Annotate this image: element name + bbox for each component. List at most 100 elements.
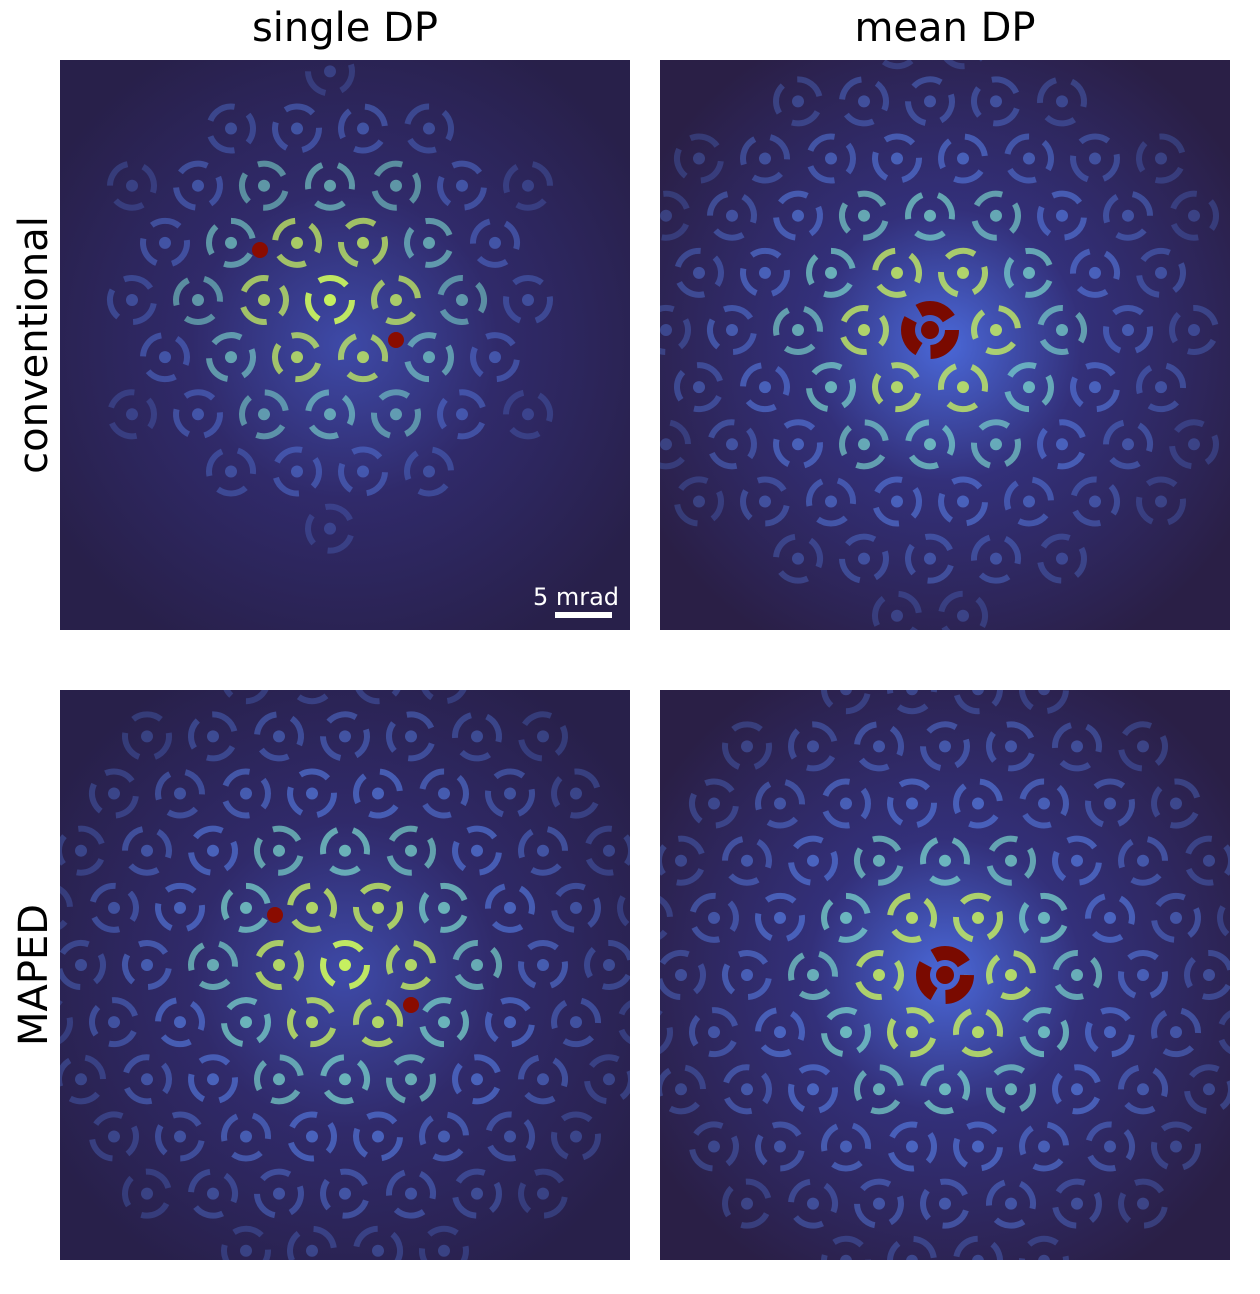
spot (1071, 854, 1083, 867)
spot (1137, 1083, 1149, 1096)
spot (873, 854, 885, 867)
spot (108, 1016, 120, 1029)
spot (675, 1083, 687, 1096)
ring (173, 160, 223, 211)
ring (221, 768, 271, 819)
spot (1170, 911, 1182, 924)
ring (689, 1121, 739, 1172)
scale-bar: 5 mrad (533, 583, 619, 618)
ring (60, 825, 106, 876)
spot (258, 408, 270, 421)
ring (419, 997, 469, 1048)
ring (254, 825, 304, 876)
spot (471, 1187, 483, 1200)
spot (423, 122, 435, 135)
spot (423, 351, 435, 364)
spot (642, 912, 654, 924)
ring (854, 835, 904, 886)
spot (324, 294, 336, 306)
spot (339, 1187, 351, 1200)
spot (840, 911, 852, 924)
spot (792, 438, 804, 451)
spot (1203, 1083, 1215, 1096)
ring (806, 476, 856, 527)
spot (390, 294, 402, 306)
ring (986, 721, 1036, 772)
spot (858, 438, 870, 451)
spot (372, 1016, 384, 1029)
diffraction-panel (642, 690, 1230, 1260)
ring (518, 940, 568, 990)
ring (821, 1235, 871, 1260)
spot (1089, 266, 1101, 279)
ring (371, 389, 421, 440)
spot (1071, 1083, 1083, 1096)
ring (551, 768, 601, 819)
ring (287, 882, 337, 933)
ring (821, 1007, 871, 1058)
spot (708, 911, 720, 924)
spot (174, 1016, 186, 1029)
ring (1136, 133, 1186, 184)
spot (108, 901, 120, 914)
spot (741, 854, 753, 867)
spot (726, 438, 738, 451)
ring (1037, 190, 1087, 241)
column-title: mean DP (854, 5, 1035, 51)
spot (405, 844, 417, 857)
ring (971, 533, 1021, 584)
spot (693, 152, 705, 165)
spot (708, 1140, 720, 1153)
ring (740, 362, 790, 413)
spot (891, 495, 903, 508)
spot (405, 1073, 417, 1086)
ring (551, 997, 601, 1048)
ring (206, 446, 256, 497)
ring (1004, 362, 1054, 413)
ring (971, 419, 1021, 470)
spot (693, 381, 705, 394)
ring (1037, 533, 1087, 584)
ring (1085, 1121, 1135, 1172)
column-title: single DP (252, 5, 438, 51)
ring (122, 1168, 172, 1219)
spot (741, 1197, 753, 1210)
spot (906, 1026, 918, 1039)
spot (372, 787, 384, 800)
ring (89, 768, 139, 819)
ring (140, 332, 190, 383)
ring (437, 389, 487, 440)
spot (207, 730, 219, 743)
spot (108, 787, 120, 800)
ring (1070, 476, 1120, 527)
spot (372, 1244, 384, 1257)
spot (504, 901, 516, 914)
ring (1184, 835, 1230, 886)
ring (773, 419, 823, 470)
ring (385, 1168, 436, 1219)
spot (504, 1130, 516, 1143)
ring (1019, 892, 1069, 943)
spot (726, 209, 738, 222)
ring (254, 1168, 304, 1219)
spot (306, 1244, 318, 1257)
ring (920, 1178, 970, 1229)
ring (1151, 778, 1201, 829)
scale-bar-label: 5 mrad (533, 583, 619, 611)
spot (807, 854, 819, 867)
spot (906, 797, 918, 810)
ring (707, 419, 757, 470)
ring (584, 1054, 630, 1105)
spot (906, 1140, 918, 1153)
ring (1019, 1121, 1069, 1172)
ring (386, 711, 436, 762)
ring (839, 190, 889, 241)
ring (371, 160, 421, 211)
ring (272, 103, 322, 154)
spot (456, 179, 468, 192)
spot (1137, 1197, 1149, 1210)
spot (108, 1130, 120, 1143)
spot (858, 209, 870, 222)
ring (854, 1178, 905, 1229)
ring (755, 1121, 805, 1172)
